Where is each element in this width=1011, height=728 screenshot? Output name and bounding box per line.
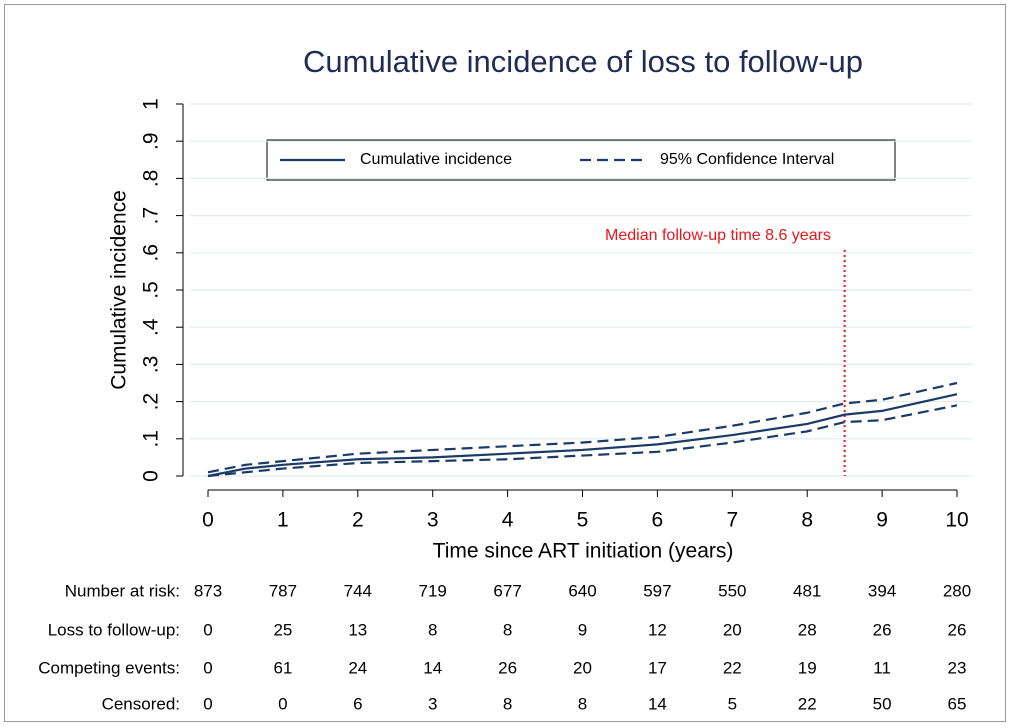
- risk-value: 23: [948, 658, 967, 677]
- risk-value: 280: [943, 581, 971, 600]
- x-tick-label: 5: [577, 509, 589, 532]
- risk-value: 25: [273, 620, 292, 639]
- y-tick-label: .9: [140, 132, 163, 150]
- y-tick-label: .8: [140, 170, 163, 188]
- risk-row-label: Number at risk:: [65, 581, 180, 600]
- risk-value: 61: [273, 658, 292, 677]
- risk-value: 8: [578, 694, 587, 713]
- x-tick-label: 8: [801, 509, 813, 532]
- y-tick-label: .7: [140, 207, 163, 225]
- x-tick-label: 9: [876, 509, 888, 532]
- risk-value: 744: [344, 581, 372, 600]
- risk-value: 550: [718, 581, 746, 600]
- line: [207, 381, 958, 474]
- risk-value: 14: [423, 658, 442, 677]
- y-tick-label: .4: [140, 318, 163, 336]
- x-tick-label: 3: [427, 509, 439, 532]
- risk-value: 0: [278, 694, 287, 713]
- x-tick-label: 4: [502, 509, 514, 532]
- risk-value: 0: [203, 620, 212, 639]
- risk-value: 719: [419, 581, 447, 600]
- risk-value: 6: [353, 694, 362, 713]
- risk-value: 873: [194, 581, 222, 600]
- y-tick-label: .3: [140, 356, 163, 374]
- risk-value: 20: [723, 620, 742, 639]
- risk-value: 787: [269, 581, 297, 600]
- risk-value: 14: [648, 694, 667, 713]
- risk-row-label: Censored:: [102, 694, 180, 713]
- risk-value: 26: [498, 658, 517, 677]
- x-tick-label: 7: [726, 509, 738, 532]
- x-tick-label: 1: [277, 509, 289, 532]
- risk-value: 26: [948, 620, 967, 639]
- risk-value: 481: [793, 581, 821, 600]
- risk-value: 24: [348, 658, 367, 677]
- y-axis-title: Cumulative incidence: [108, 190, 131, 390]
- x-tick-label: 0: [202, 509, 214, 532]
- legend-label: Cumulative incidence: [360, 151, 512, 168]
- line: [207, 393, 958, 478]
- risk-value: 8: [503, 620, 512, 639]
- risk-value: 640: [568, 581, 596, 600]
- y-tick-label: .6: [140, 244, 163, 262]
- risk-value: 50: [873, 694, 892, 713]
- y-tick-label: .1: [140, 430, 163, 448]
- risk-value: 13: [348, 620, 367, 639]
- x-tick-label: 10: [945, 509, 968, 532]
- risk-value: 20: [573, 658, 592, 677]
- risk-value: 26: [873, 620, 892, 639]
- risk-value: 677: [493, 581, 521, 600]
- risk-value: 3: [428, 694, 437, 713]
- y-tick-label: 0: [140, 470, 163, 482]
- risk-value: 597: [643, 581, 671, 600]
- y-tick-label: .5: [140, 281, 163, 299]
- risk-value: 22: [798, 694, 817, 713]
- risk-row-label: Loss to follow-up:: [48, 620, 180, 639]
- risk-value: 19: [798, 658, 817, 677]
- x-tick-label: 2: [352, 509, 364, 532]
- risk-value: 17: [648, 658, 667, 677]
- frame: [4, 4, 1006, 722]
- risk-value: 28: [798, 620, 817, 639]
- y-tick-label: 1: [140, 98, 163, 110]
- risk-value: 22: [723, 658, 742, 677]
- y-tick-label: .2: [140, 393, 163, 411]
- risk-value: 8: [428, 620, 437, 639]
- line: [207, 404, 958, 478]
- risk-value: 0: [203, 658, 212, 677]
- x-tick-label: 6: [652, 509, 664, 532]
- risk-value: 65: [948, 694, 967, 713]
- risk-value: 11: [873, 658, 891, 677]
- chart-title: Cumulative incidence of loss to follow-u…: [303, 44, 863, 79]
- risk-value: 8: [503, 694, 512, 713]
- risk-value: 12: [648, 620, 667, 639]
- risk-row-label: Competing events:: [38, 658, 180, 677]
- risk-value: 0: [203, 694, 212, 713]
- x-axis-title: Time since ART initiation (years): [433, 540, 734, 563]
- annotation: Median follow-up time 8.6 years: [605, 227, 831, 244]
- risk-value: 5: [728, 694, 737, 713]
- risk-value: 394: [868, 581, 896, 600]
- risk-value: 9: [578, 620, 587, 639]
- legend-label: 95% Confidence Interval: [660, 151, 834, 168]
